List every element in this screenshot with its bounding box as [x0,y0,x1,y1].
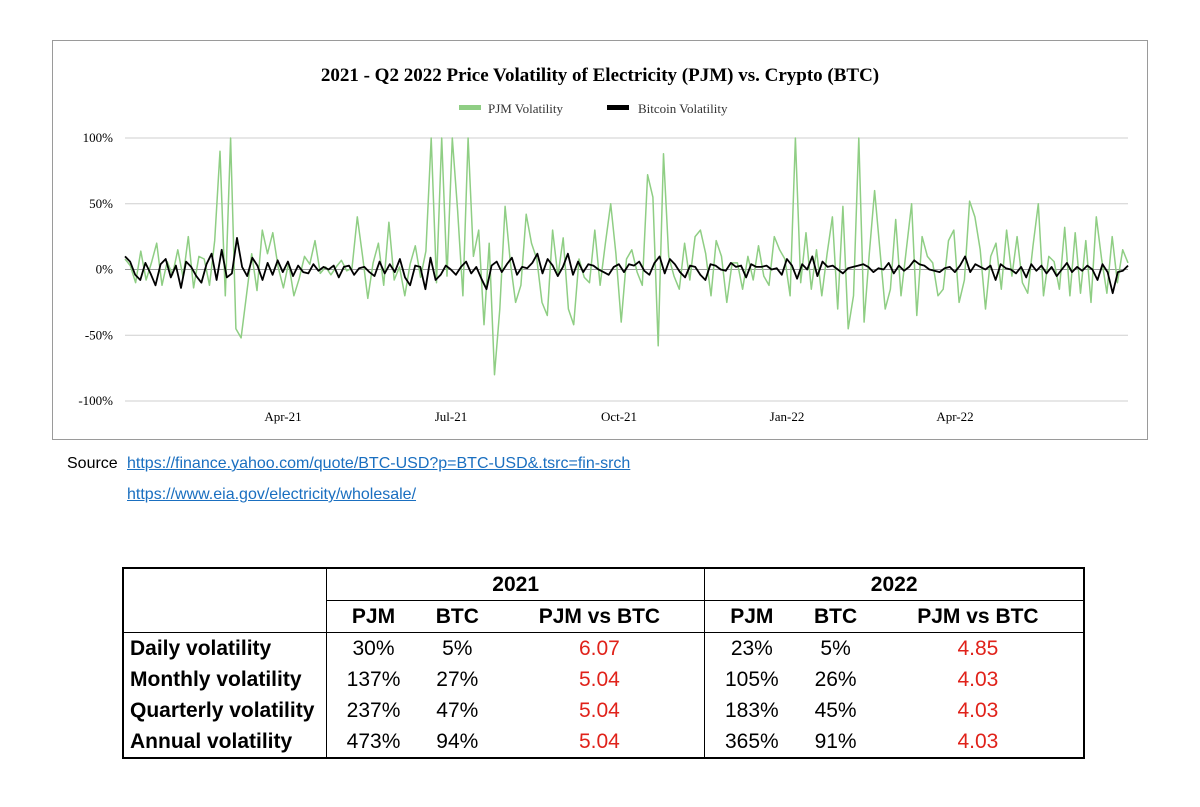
col-header: PJM [326,600,421,633]
col-header: PJM vs BTC [494,600,706,633]
x-tick-label: Oct-21 [601,409,637,424]
table-row: Daily volatility 30% 5% 6.07 23% 5% 4.85 [123,632,1084,664]
table-column-header-row: PJM BTC PJM vs BTC PJM BTC PJM vs BTC [123,600,1084,633]
col-header: BTC [420,600,495,633]
row-label: Monthly volatility [123,664,327,695]
col-header: BTC [798,600,873,633]
y-tick-label: -50% [85,327,113,342]
source-link-yahoo[interactable]: https://finance.yahoo.com/quote/BTC-USD?… [127,455,631,472]
series-line-pjm [124,137,1129,376]
row-label: Quarterly volatility [123,695,327,726]
year-header-2021: 2021 [326,568,706,601]
chart-panel: 2021 - Q2 2022 Price Volatility of Elect… [52,40,1148,440]
volatility-line-chart: 2021 - Q2 2022 Price Volatility of Elect… [78,65,1129,424]
y-tick-label: 100% [83,130,114,145]
table-cell: 237% [346,699,401,722]
ratio-cell: 4.85 [957,637,999,660]
source-label: Source [67,455,118,472]
ratio-cell: 5.04 [494,664,706,695]
table-cell: 137% [346,668,401,691]
legend: PJM Volatility Bitcoin Volatility [459,101,728,116]
ratio-cell: 5.04 [494,726,706,758]
x-tick-label: Apr-22 [936,409,973,424]
y-tick-label: 0% [96,262,114,277]
table-cell: 91% [814,730,857,753]
legend-label-btc: Bitcoin Volatility [638,101,728,116]
table-cell: 183% [724,699,779,722]
table-cell: 26% [814,668,857,691]
y-axis-ticks: 100% 50% 0% -50% -100% [78,130,113,408]
table-row: Annual volatility 473% 94% 5.04 365% 91%… [123,726,1084,758]
chart-title: 2021 - Q2 2022 Price Volatility of Elect… [321,65,879,86]
x-axis-ticks: Apr-21 Jul-21 Oct-21 Jan-22 Apr-22 [264,409,973,424]
col-header: PJM vs BTC [872,600,1084,633]
table-cell: 30% [352,637,395,660]
table-cell: 45% [814,699,857,722]
legend-swatch-btc [607,105,629,110]
x-tick-label: Jul-21 [435,409,468,424]
row-label: Daily volatility [123,632,327,664]
table-cell: 473% [346,730,401,753]
ratio-cell: 4.03 [957,730,999,753]
table-cell: 5% [442,637,473,660]
table-cell: 47% [436,699,479,722]
table-cell: 105% [724,668,779,691]
row-label: Annual volatility [123,726,327,758]
table-cell: 5% [820,637,851,660]
table-row: Monthly volatility 137% 27% 5.04 105% 26… [123,664,1084,695]
x-tick-label: Apr-21 [264,409,301,424]
source-link-eia[interactable]: https://www.eia.gov/electricity/wholesal… [127,486,417,503]
legend-swatch-pjm [459,105,481,110]
legend-label-pjm: PJM Volatility [488,101,564,116]
table-cell: 27% [436,668,479,691]
ratio-cell: 4.03 [957,699,999,722]
series-line-btc [124,236,1129,295]
series-lines [124,137,1129,376]
volatility-table: 2021 2022 PJM BTC PJM vs BTC PJM BTC PJM… [122,567,1085,759]
ratio-cell: 4.03 [957,668,999,691]
y-tick-label: 50% [89,196,113,211]
ratio-cell: 6.07 [494,632,706,664]
table-cell: 365% [724,730,779,753]
table-cell: 94% [436,730,479,753]
ratio-cell: 5.04 [494,695,706,726]
table-row: Quarterly volatility 237% 47% 5.04 183% … [123,695,1084,726]
table-cell: 23% [730,637,773,660]
y-tick-label: -100% [78,393,113,408]
col-header: PJM [704,600,799,633]
year-header-2022: 2022 [704,568,1084,601]
table-year-row: 2021 2022 [123,568,1084,601]
x-tick-label: Jan-22 [770,409,805,424]
